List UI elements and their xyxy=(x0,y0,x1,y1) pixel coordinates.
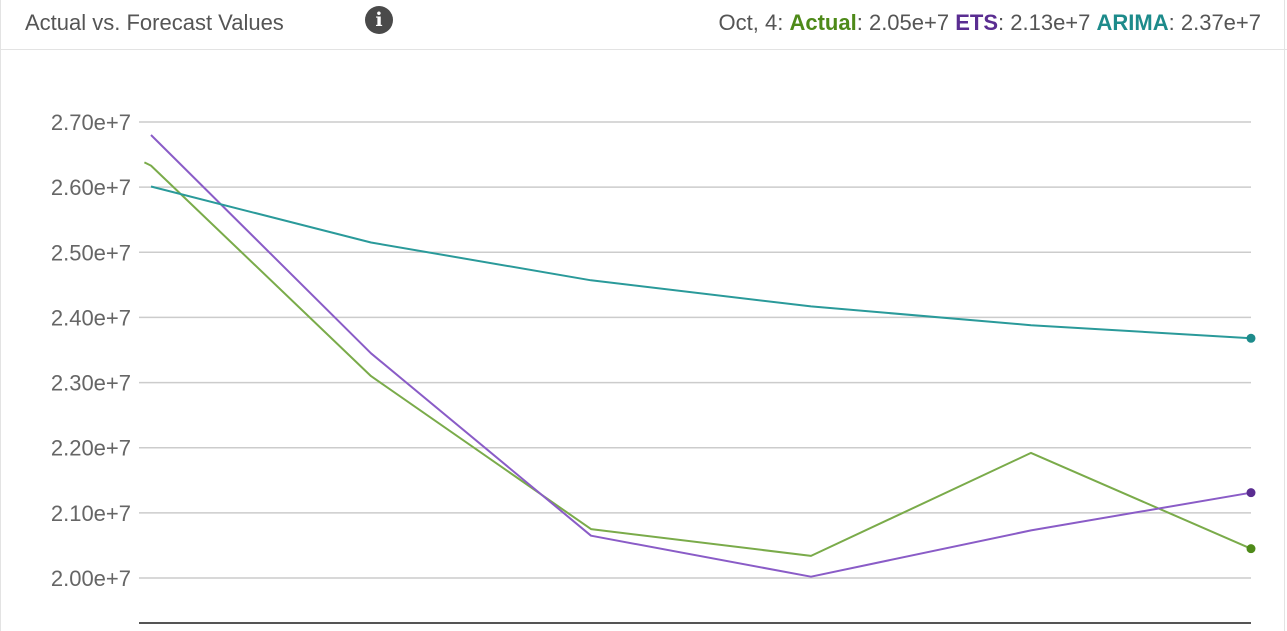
readout-arima-value: 2.37e+7 xyxy=(1180,10,1261,35)
info-icon[interactable]: i xyxy=(365,6,393,34)
series-endpoint-ets xyxy=(1246,488,1256,498)
readout-ets-value: 2.13e+7 xyxy=(1010,10,1091,35)
y-tick-label: 2.30e+7 xyxy=(51,371,131,396)
chart-title: Actual vs. Forecast Values xyxy=(25,10,284,35)
series-endpoint-actual xyxy=(1246,544,1256,554)
hover-readout: Oct, 4: Actual: 2.05e+7 ETS: 2.13e+7 ARI… xyxy=(718,10,1261,35)
y-tick-label: 2.00e+7 xyxy=(51,566,131,591)
readout-date: Oct, 4 xyxy=(718,10,778,35)
readout-arima-name: ARIMA xyxy=(1096,10,1169,35)
readout-actual-value: 2.05e+7 xyxy=(868,10,950,35)
series-endpoint-arima xyxy=(1246,333,1256,343)
y-tick-label: 2.70e+7 xyxy=(51,110,131,135)
chart-header: Actual vs. Forecast Values i Oct, 4: Act… xyxy=(1,0,1287,50)
series-line-arima xyxy=(150,185,1252,340)
readout-ets-name: ETS xyxy=(955,10,999,35)
y-tick-label: 2.60e+7 xyxy=(51,175,131,200)
y-tick-label: 2.40e+7 xyxy=(51,305,131,330)
series-line-actual xyxy=(143,161,1252,557)
series-line-ets xyxy=(150,134,1252,578)
readout-actual-name: Actual xyxy=(789,10,857,35)
y-tick-label: 2.10e+7 xyxy=(51,501,131,526)
y-tick-label: 2.20e+7 xyxy=(51,436,131,461)
y-tick-label: 2.50e+7 xyxy=(51,240,131,265)
